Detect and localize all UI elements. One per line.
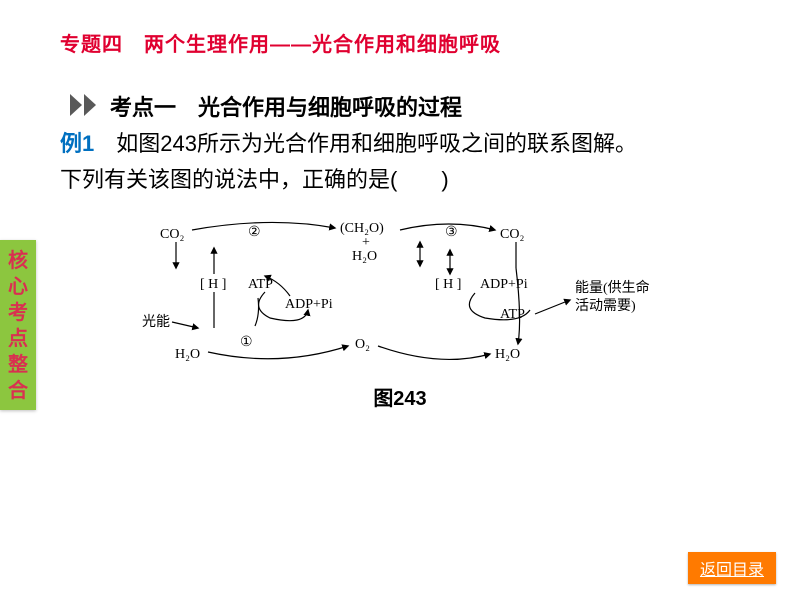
- page-header: 专题四 两个生理作用——光合作用和细胞呼吸: [60, 28, 501, 57]
- label-plus: +: [362, 235, 370, 250]
- label-o2: O₂: [355, 337, 370, 352]
- label-co2-left: CO₂: [160, 227, 184, 242]
- example-text: 例1 如图243所示为光合作用和细胞呼吸之间的联系图解。 下列有关该图的说法中，…: [60, 126, 760, 198]
- label-h-left: [ H ]: [200, 277, 226, 292]
- return-button[interactable]: 返回目录: [688, 552, 776, 584]
- circled-3: ③: [445, 225, 458, 240]
- example-label: 例1: [60, 131, 94, 156]
- label-ch2o: (CH₂O): [340, 221, 384, 236]
- circled-1: ①: [240, 335, 253, 350]
- label-light: 光能: [142, 314, 170, 330]
- circled-2: ②: [248, 225, 261, 240]
- chevron-icon: [68, 92, 108, 118]
- label-h2o-bl: H₂O: [175, 347, 200, 362]
- side-tab-label: 核心考点整合: [8, 250, 28, 402]
- side-tab[interactable]: 核心考点整合: [0, 240, 36, 410]
- example-body-a: 如图243所示为光合作用和细胞呼吸之间的联系图解。: [94, 131, 637, 156]
- diagram-caption: 图243: [0, 382, 800, 411]
- example-body-b: 下列有关该图的说法中，正确的是( ): [60, 167, 449, 192]
- label-energy-b: 活动需要): [575, 298, 636, 314]
- topic-title: 考点一 光合作用与细胞呼吸的过程: [110, 90, 462, 122]
- label-adp-pi-left: ADP+Pi: [285, 297, 333, 312]
- label-energy-a: 能量(供生命: [575, 279, 650, 296]
- label-co2-right: CO₂: [500, 227, 524, 242]
- diagram: CO₂ (CH₂O) + H₂O CO₂ [ H ] ATP ADP+Pi [ …: [130, 218, 670, 368]
- label-atp-left: ATP: [248, 277, 273, 292]
- label-h2o-mid: H₂O: [352, 249, 377, 264]
- label-h-right: [ H ]: [435, 277, 461, 292]
- label-adp-pi-right: ADP+Pi: [480, 277, 528, 292]
- label-h2o-br: H₂O: [495, 347, 520, 362]
